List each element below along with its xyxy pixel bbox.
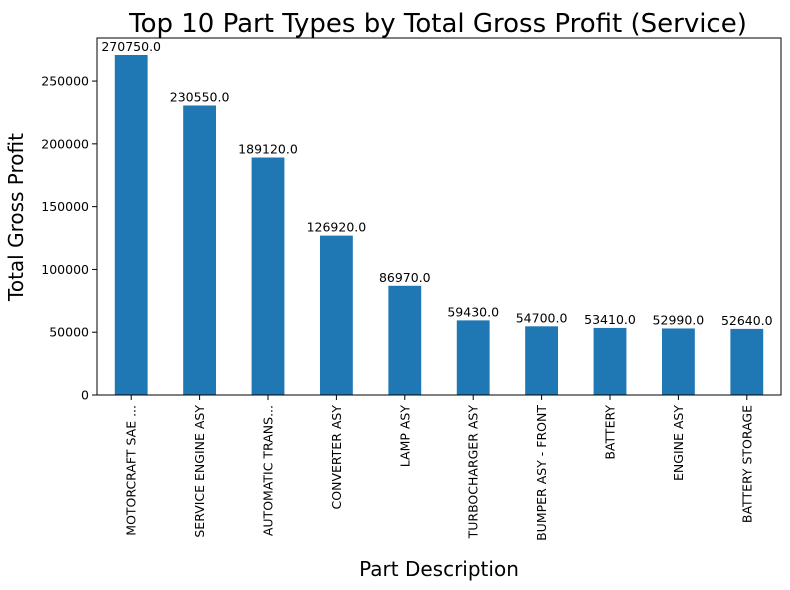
y-tick-label: 250000: [41, 74, 89, 89]
data-label: 53410.0: [584, 312, 636, 327]
x-axis-title: Part Description: [359, 557, 519, 581]
bar: [525, 326, 559, 395]
x-tick-label: BATTERY STORAGE: [739, 405, 754, 523]
data-label: 189120.0: [238, 142, 298, 157]
data-label: 270750.0: [101, 39, 161, 54]
chart-title: Top 10 Part Types by Total Gross Profit …: [128, 9, 747, 39]
bar: [593, 327, 627, 395]
bar: [114, 55, 148, 395]
plot-frame: [96, 37, 782, 396]
x-tick-label: TURBOCHARGER ASY: [466, 405, 481, 540]
y-tick-label: 200000: [41, 136, 89, 151]
data-label: 230550.0: [170, 89, 230, 104]
y-tick-label: 0: [81, 388, 89, 403]
bar: [388, 285, 422, 395]
x-tick-label: LAMP ASY: [397, 405, 412, 468]
data-label: 59430.0: [447, 304, 499, 319]
bar: [730, 328, 764, 395]
x-tick-label: BATTERY: [603, 405, 618, 460]
bar: [251, 157, 285, 395]
x-tick-label: BUMPER ASY - FRONT: [534, 405, 549, 541]
bar: [661, 328, 695, 395]
data-label: 86970.0: [379, 270, 431, 285]
x-tick-label: CONVERTER ASY: [329, 405, 344, 510]
bar: [456, 320, 490, 395]
x-tick-label: AUTOMATIC TRANS...: [261, 405, 276, 536]
plot-area: 0 50000 100000 150000 200000 250000 270750.0 MO…: [41, 39, 772, 541]
data-label: 54700.0: [516, 310, 568, 325]
y-tick-label: 50000: [49, 325, 89, 340]
data-label: 52640.0: [721, 313, 773, 328]
y-tick-label: 100000: [41, 262, 89, 277]
x-tick-label: MOTORCRAFT SAE ...: [124, 405, 139, 536]
x-tick-label: SERVICE ENGINE ASY: [192, 405, 207, 538]
bar: [183, 105, 217, 395]
data-label: 52990.0: [653, 312, 705, 327]
bar: [319, 235, 353, 395]
y-tick-label: 150000: [41, 199, 89, 214]
x-tick-label: ENGINE ASY: [671, 405, 686, 481]
data-label: 126920.0: [307, 220, 367, 235]
y-axis-title: Total Gross Profit: [4, 133, 28, 302]
